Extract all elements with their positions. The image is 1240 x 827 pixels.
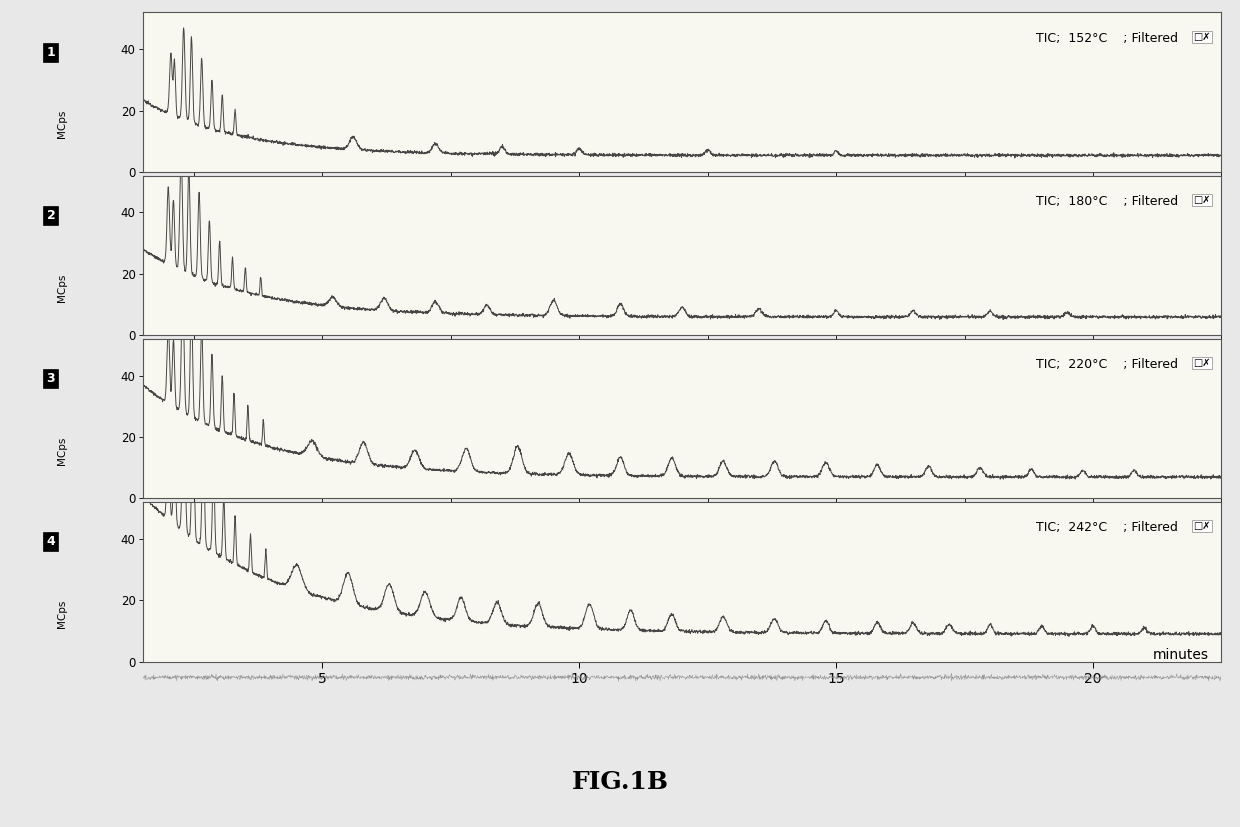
Text: 4: 4 bbox=[47, 535, 56, 548]
Text: MCps: MCps bbox=[57, 600, 67, 628]
Text: 3: 3 bbox=[47, 372, 56, 385]
Text: 2: 2 bbox=[47, 209, 56, 222]
Text: MCps: MCps bbox=[57, 110, 67, 138]
Text: TIC;  220°C    ; Filtered: TIC; 220°C ; Filtered bbox=[1037, 358, 1178, 370]
Text: TIC;  152°C    ; Filtered: TIC; 152°C ; Filtered bbox=[1037, 31, 1178, 45]
Text: □✗: □✗ bbox=[1193, 358, 1210, 368]
Text: □✗: □✗ bbox=[1193, 31, 1210, 41]
Text: MCps: MCps bbox=[57, 437, 67, 465]
Text: □✗: □✗ bbox=[1193, 521, 1210, 531]
Text: □✗: □✗ bbox=[1193, 194, 1210, 205]
Text: 1: 1 bbox=[47, 45, 56, 59]
Text: MCps: MCps bbox=[57, 273, 67, 302]
Text: FIG.1B: FIG.1B bbox=[572, 769, 668, 794]
Text: TIC;  180°C    ; Filtered: TIC; 180°C ; Filtered bbox=[1037, 194, 1178, 208]
Text: minutes: minutes bbox=[1153, 648, 1209, 662]
Text: TIC;  242°C    ; Filtered: TIC; 242°C ; Filtered bbox=[1037, 521, 1178, 534]
